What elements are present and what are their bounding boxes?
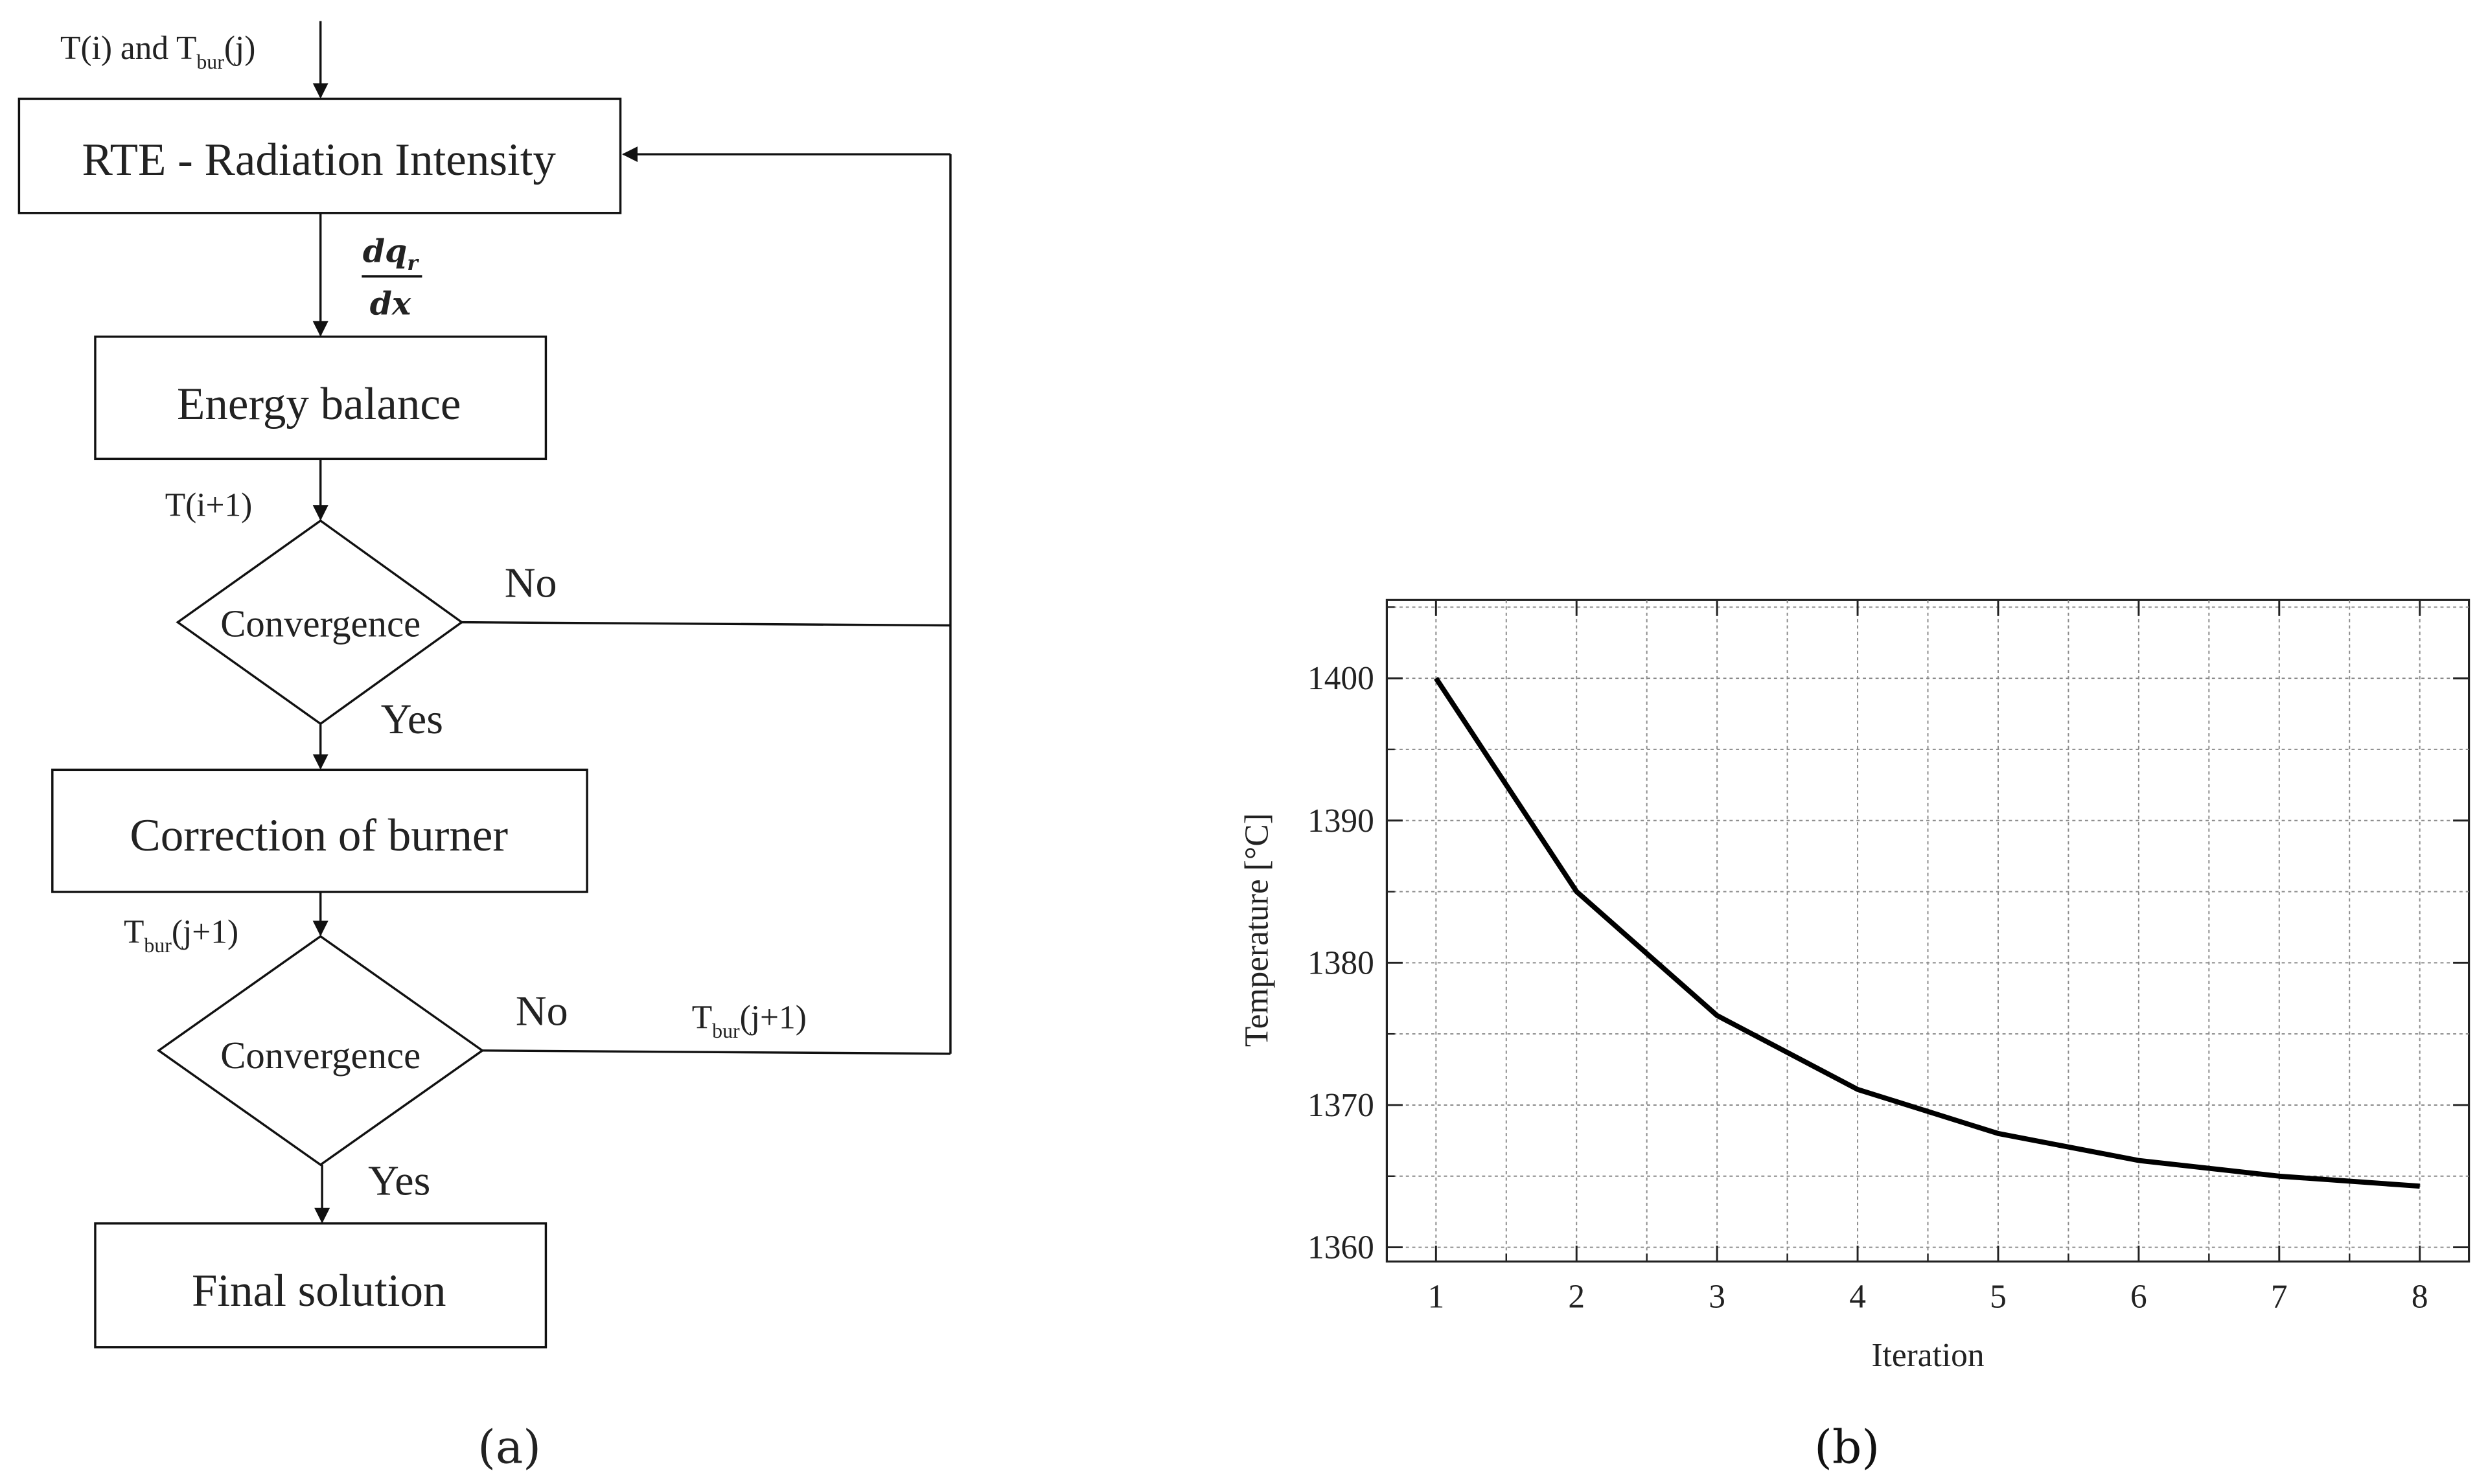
svg-text:dx: dx	[370, 284, 411, 322]
yes-1-label: Yes	[381, 696, 443, 743]
svg-text:dqr: dqr	[363, 233, 419, 275]
t-next-label: T(i+1)	[165, 487, 253, 524]
x-tick-label: 3	[1709, 1279, 1725, 1316]
no-2-label: No	[516, 988, 568, 1035]
caption-b: (b)	[1814, 1421, 1880, 1474]
rte-box-label: RTE - Radiation Intensity	[82, 135, 557, 185]
x-tick-label: 8	[2412, 1279, 2428, 1316]
input-label: T(i) and Tbur(j)	[60, 30, 255, 73]
convergence-1-label: Convergence	[220, 603, 420, 645]
tbur-next-label: Tbur(j+1)	[124, 913, 238, 957]
y-tick-labels: 1360 1370 1380 1390 1400	[1307, 660, 1374, 1266]
flux-derivative-label: dqr dx	[362, 233, 422, 323]
final-solution-box	[94, 1222, 547, 1349]
x-tick-label: 2	[1568, 1279, 1585, 1316]
caption-a: (a)	[478, 1421, 541, 1474]
x-axis-ticks	[1434, 600, 2421, 1262]
x-tick-label: 7	[2271, 1279, 2288, 1316]
y-tick-label: 1380	[1307, 944, 1374, 981]
x-tick-label: 5	[1990, 1279, 2007, 1316]
x-axis-label: Iteration	[1871, 1337, 1984, 1374]
correction-box-label: Correction of burner	[130, 810, 508, 861]
y-axis-ticks	[1387, 606, 2469, 1249]
convergence-2-label: Convergence	[220, 1034, 420, 1077]
y-tick-label: 1400	[1307, 660, 1374, 697]
temperature-series-points	[1436, 678, 2420, 1187]
flowchart-panel: T(i) and Tbur(j) RTE - Radiation Intensi…	[17, 21, 952, 1474]
y-tick-label: 1390	[1307, 803, 1374, 839]
temperature-series-line	[1434, 676, 2420, 1189]
y-tick-label: 1360	[1307, 1229, 1374, 1266]
energy-balance-label: Energy balance	[177, 379, 461, 429]
x-gridlines	[1435, 600, 2421, 1262]
y-tick-label: 1370	[1307, 1087, 1374, 1124]
x-tick-label: 4	[1849, 1279, 1866, 1316]
y-axis-label: Temperature [°C]	[1239, 813, 1276, 1047]
tbur-return-label: Tbur(j+1)	[692, 999, 807, 1043]
yes-2-label: Yes	[368, 1158, 430, 1205]
final-solution-label: Final solution	[192, 1266, 446, 1316]
no-branch-2-line	[482, 1049, 950, 1055]
x-tick-label: 6	[2130, 1279, 2147, 1316]
convergence-diamond-2	[156, 935, 485, 1167]
x-tick-labels: 1 2 3 4 5 6 7 8	[1427, 1279, 2428, 1316]
no-1-label: No	[505, 559, 557, 606]
x-tick-label: 1	[1427, 1279, 1444, 1316]
no-branch-1-line	[461, 621, 950, 627]
